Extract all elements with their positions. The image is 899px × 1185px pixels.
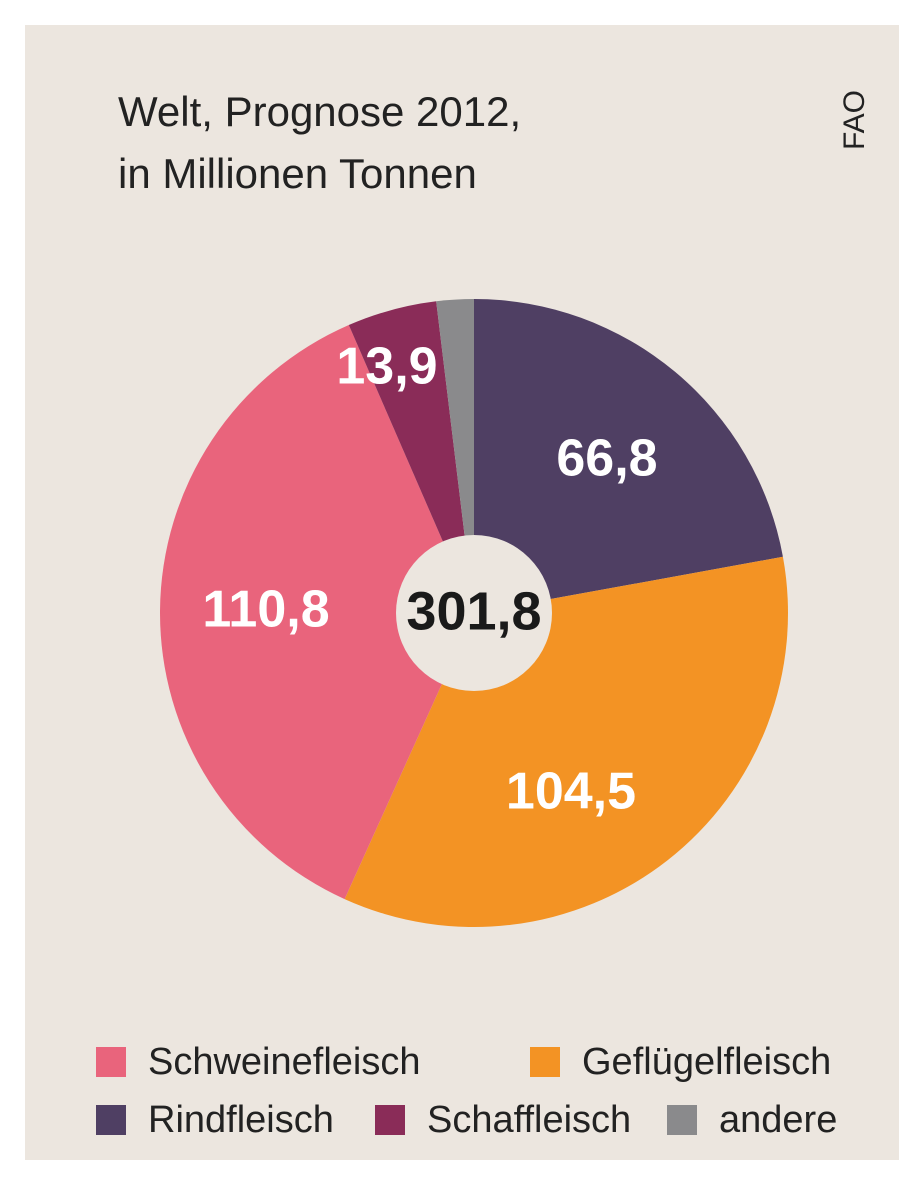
legend-label: Rindfleisch xyxy=(148,1099,334,1141)
legend-swatch xyxy=(96,1105,126,1135)
legend-label: Geflügelfleisch xyxy=(582,1041,831,1083)
pie-slice xyxy=(344,556,788,927)
chart-title: in Millionen Tonnen xyxy=(118,150,477,197)
donut-hole xyxy=(396,535,552,691)
pie-slice xyxy=(474,299,783,613)
pie-slice xyxy=(436,299,474,613)
data-label: 13,9 xyxy=(336,338,437,396)
data-label: 66,8 xyxy=(556,430,657,488)
legend-label: Schweinefleisch xyxy=(148,1041,420,1083)
data-label: 110,8 xyxy=(202,581,329,639)
legend-swatch xyxy=(375,1105,405,1135)
legend-label: Schaffleisch xyxy=(427,1099,631,1141)
center-label: 301,8 xyxy=(406,581,541,641)
source: FAO xyxy=(838,90,871,150)
legend-swatch xyxy=(96,1047,126,1077)
legend-swatch xyxy=(530,1047,560,1077)
legend-label: andere xyxy=(719,1099,837,1141)
pie-slice xyxy=(160,325,474,900)
pie-slice xyxy=(348,301,474,613)
chart-title: Welt, Prognose 2012, xyxy=(118,88,521,135)
data-label: 104,5 xyxy=(506,763,636,821)
legend-swatch xyxy=(667,1105,697,1135)
